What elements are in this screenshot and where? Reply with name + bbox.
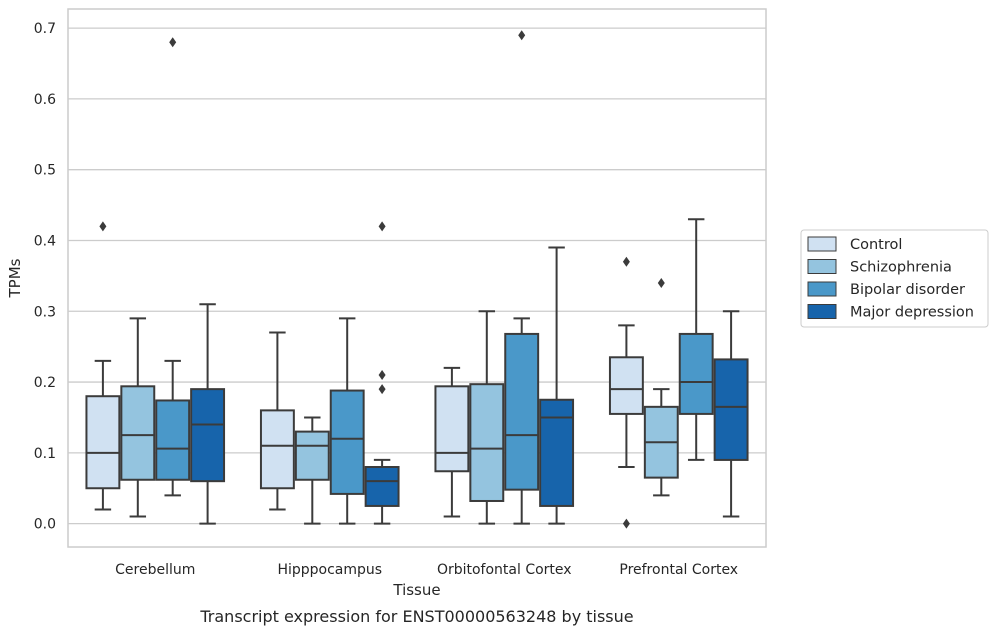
y-tick-label: 0.6 <box>34 92 56 108</box>
x-axis-label: Tissue <box>392 581 440 599</box>
outlier-point <box>169 37 177 48</box>
iqr-box <box>608 356 644 415</box>
y-tick-label: 0.3 <box>34 304 56 320</box>
x-tick-label: Prefrontal Cortex <box>619 562 738 578</box>
iqr-box <box>504 332 540 491</box>
box-2-2 <box>294 416 330 525</box>
box-2-4 <box>643 277 679 497</box>
box-1-3 <box>434 366 470 518</box>
y-axis-label: TPMs <box>6 258 24 298</box>
iqr-box <box>155 399 191 481</box>
y-tick-label: 0.2 <box>34 375 56 391</box>
box-1-1 <box>85 221 121 511</box>
iqr-box <box>713 358 749 461</box>
box-3-4 <box>678 218 714 461</box>
iqr-box <box>469 383 505 502</box>
legend-swatch <box>807 281 837 297</box>
box-2-1 <box>120 317 156 518</box>
outlier-point <box>378 384 386 395</box>
y-tick-label: 0.4 <box>34 233 56 249</box>
iqr-box <box>678 332 714 415</box>
iqr-box <box>120 385 156 481</box>
outlier-point <box>657 277 665 288</box>
iqr-box <box>294 430 330 481</box>
legend-frame <box>800 229 989 328</box>
legend: Control Schizophrenia Bipolar disorder Majo… <box>800 229 989 328</box>
outlier-point <box>99 221 107 232</box>
box-2-3 <box>469 310 505 525</box>
iqr-box <box>434 385 470 473</box>
iqr-box <box>539 398 575 507</box>
legend-swatch <box>807 259 837 274</box>
box-1-4 <box>608 256 644 529</box>
outlier-point <box>378 221 386 232</box>
box-marks <box>85 30 749 529</box>
outlier-point <box>622 518 630 529</box>
box-3-3 <box>504 30 540 525</box>
iqr-box <box>329 389 365 495</box>
legend-swatch <box>807 236 837 252</box>
x-tick-label: Orbitofontal Cortex <box>437 562 572 578</box>
x-tick-label: Hipppocampus <box>277 562 382 578</box>
box-4-3 <box>539 246 575 525</box>
legend-swatch <box>807 304 837 319</box>
outlier-point <box>378 369 386 380</box>
x-axis: Cerebellum Hipppocampus Orbitofontal Corte… <box>115 562 738 578</box>
x-tick-label: Cerebellum <box>115 562 195 578</box>
outlier-point <box>518 30 526 41</box>
y-tick-label: 0.0 <box>34 517 56 533</box>
legend-label: Bipolar disorder <box>850 282 965 298</box>
legend-label: Schizophrenia <box>850 260 952 276</box>
outlier-point <box>622 256 630 267</box>
y-tick-label: 0.1 <box>34 446 56 462</box>
box-3-1 <box>155 37 191 497</box>
legend-label: Control <box>850 237 902 253</box>
box-1-2 <box>259 331 295 511</box>
box-4-2 <box>364 221 400 525</box>
y-tick-label: 0.5 <box>34 163 56 179</box>
iqr-box <box>85 395 121 490</box>
iqr-box <box>364 466 400 507</box>
iqr-box <box>259 409 295 490</box>
chart-caption: Transcript expression for ENST0000056324… <box>199 607 633 626</box>
box-4-1 <box>190 303 226 525</box>
legend-label: Major depression <box>850 305 974 321</box>
box-3-2 <box>329 317 365 525</box>
box-4-4 <box>713 310 749 518</box>
y-axis: 0.0 0.1 0.2 0.3 0.4 0.5 0.6 0.7 <box>34 21 56 533</box>
iqr-box <box>190 388 226 483</box>
y-tick-label: 0.7 <box>34 21 56 37</box>
